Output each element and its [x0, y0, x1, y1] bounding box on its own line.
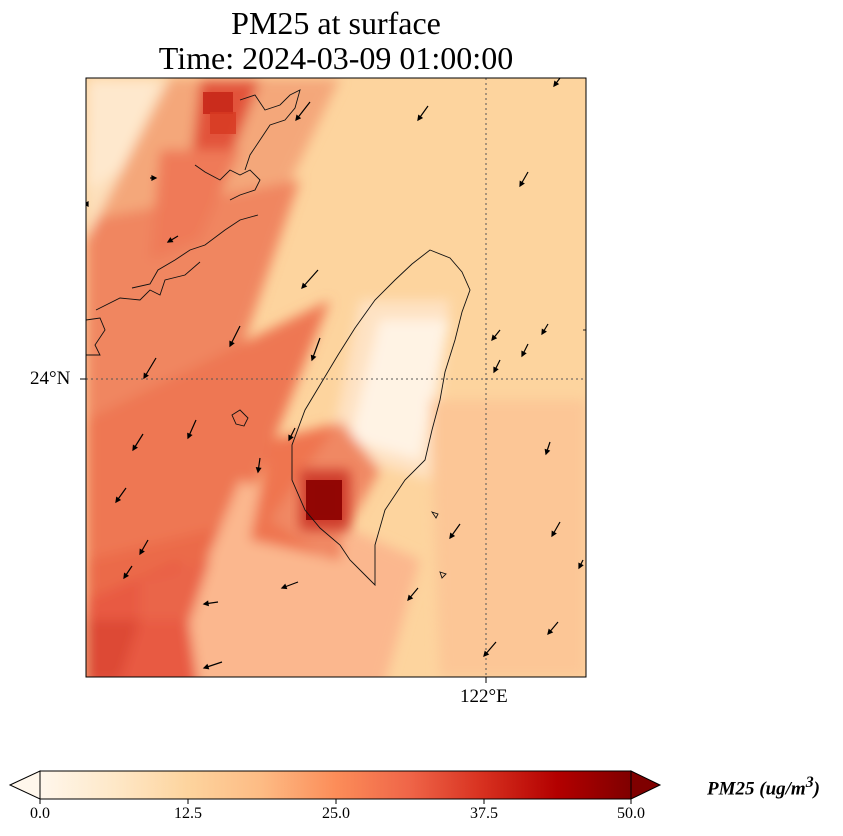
colorbar-tick-label: 50.0	[617, 805, 645, 822]
wind-arrow-head	[407, 594, 414, 602]
wind-arrow-head	[310, 354, 317, 362]
wind-arrow-head	[229, 340, 235, 348]
wind-arrow-head	[449, 532, 456, 540]
wind-arrow-head	[541, 328, 547, 336]
wind-arrow-head	[151, 175, 158, 181]
colorbar-tick-label: 0.0	[30, 805, 50, 822]
wind-arrow-head	[123, 572, 130, 580]
pm25-field	[86, 78, 586, 677]
colorbar-min-extend	[8, 770, 41, 800]
colorbar-tick-label: 37.5	[470, 805, 498, 822]
wind-arrow-head	[491, 334, 498, 342]
map-time: Time: 2024-03-09 01:00:00	[158, 40, 514, 76]
coastlines	[86, 89, 586, 587]
wind-arrow-head	[544, 448, 551, 456]
wind-arrow-head	[143, 372, 149, 380]
map-title: PM25 at surface	[231, 5, 441, 41]
wind-arrow-head	[202, 663, 210, 670]
pm25-hotspots	[203, 92, 350, 530]
wind-arrow-head	[132, 444, 138, 452]
wind-arrow-head	[301, 282, 308, 290]
wind-arrow-head	[295, 114, 302, 122]
colorbar-gradient	[39, 770, 632, 800]
wind-arrow-head	[547, 628, 554, 636]
wind-arrow-head	[280, 583, 288, 590]
colorbar-tick-label: 25.0	[322, 805, 350, 822]
latitude-label: 24°N	[30, 368, 71, 389]
wind-arrow-head	[255, 467, 262, 474]
wind-arrow-head	[417, 114, 424, 122]
wind-arrow-head	[521, 350, 527, 358]
wind-arrow-head	[139, 548, 145, 556]
wind-arrow-head	[493, 366, 499, 374]
wind-arrow-head	[553, 80, 560, 88]
colorbar	[8, 770, 662, 804]
wind-vectors	[86, 78, 584, 670]
wind-arrow-head	[166, 237, 174, 243]
wind-arrow-head	[519, 180, 525, 188]
colorbar-max-extend	[630, 770, 662, 800]
wind-arrow-head	[202, 600, 209, 607]
pm25-map	[80, 77, 587, 683]
wind-arrow-head	[187, 432, 193, 440]
wind-arrow-head	[288, 434, 294, 442]
colorbar-tick-label: 12.5	[174, 805, 202, 822]
longitude-label: 122°E	[460, 686, 508, 707]
wind-arrow-head	[115, 496, 122, 504]
wind-arrow-head	[483, 650, 490, 658]
map-frame	[85, 77, 587, 678]
wind-arrow-head	[578, 562, 584, 570]
wind-arrow-head	[551, 530, 557, 538]
colorbar-unit-label: PM25 (ug/m3)	[707, 774, 820, 800]
